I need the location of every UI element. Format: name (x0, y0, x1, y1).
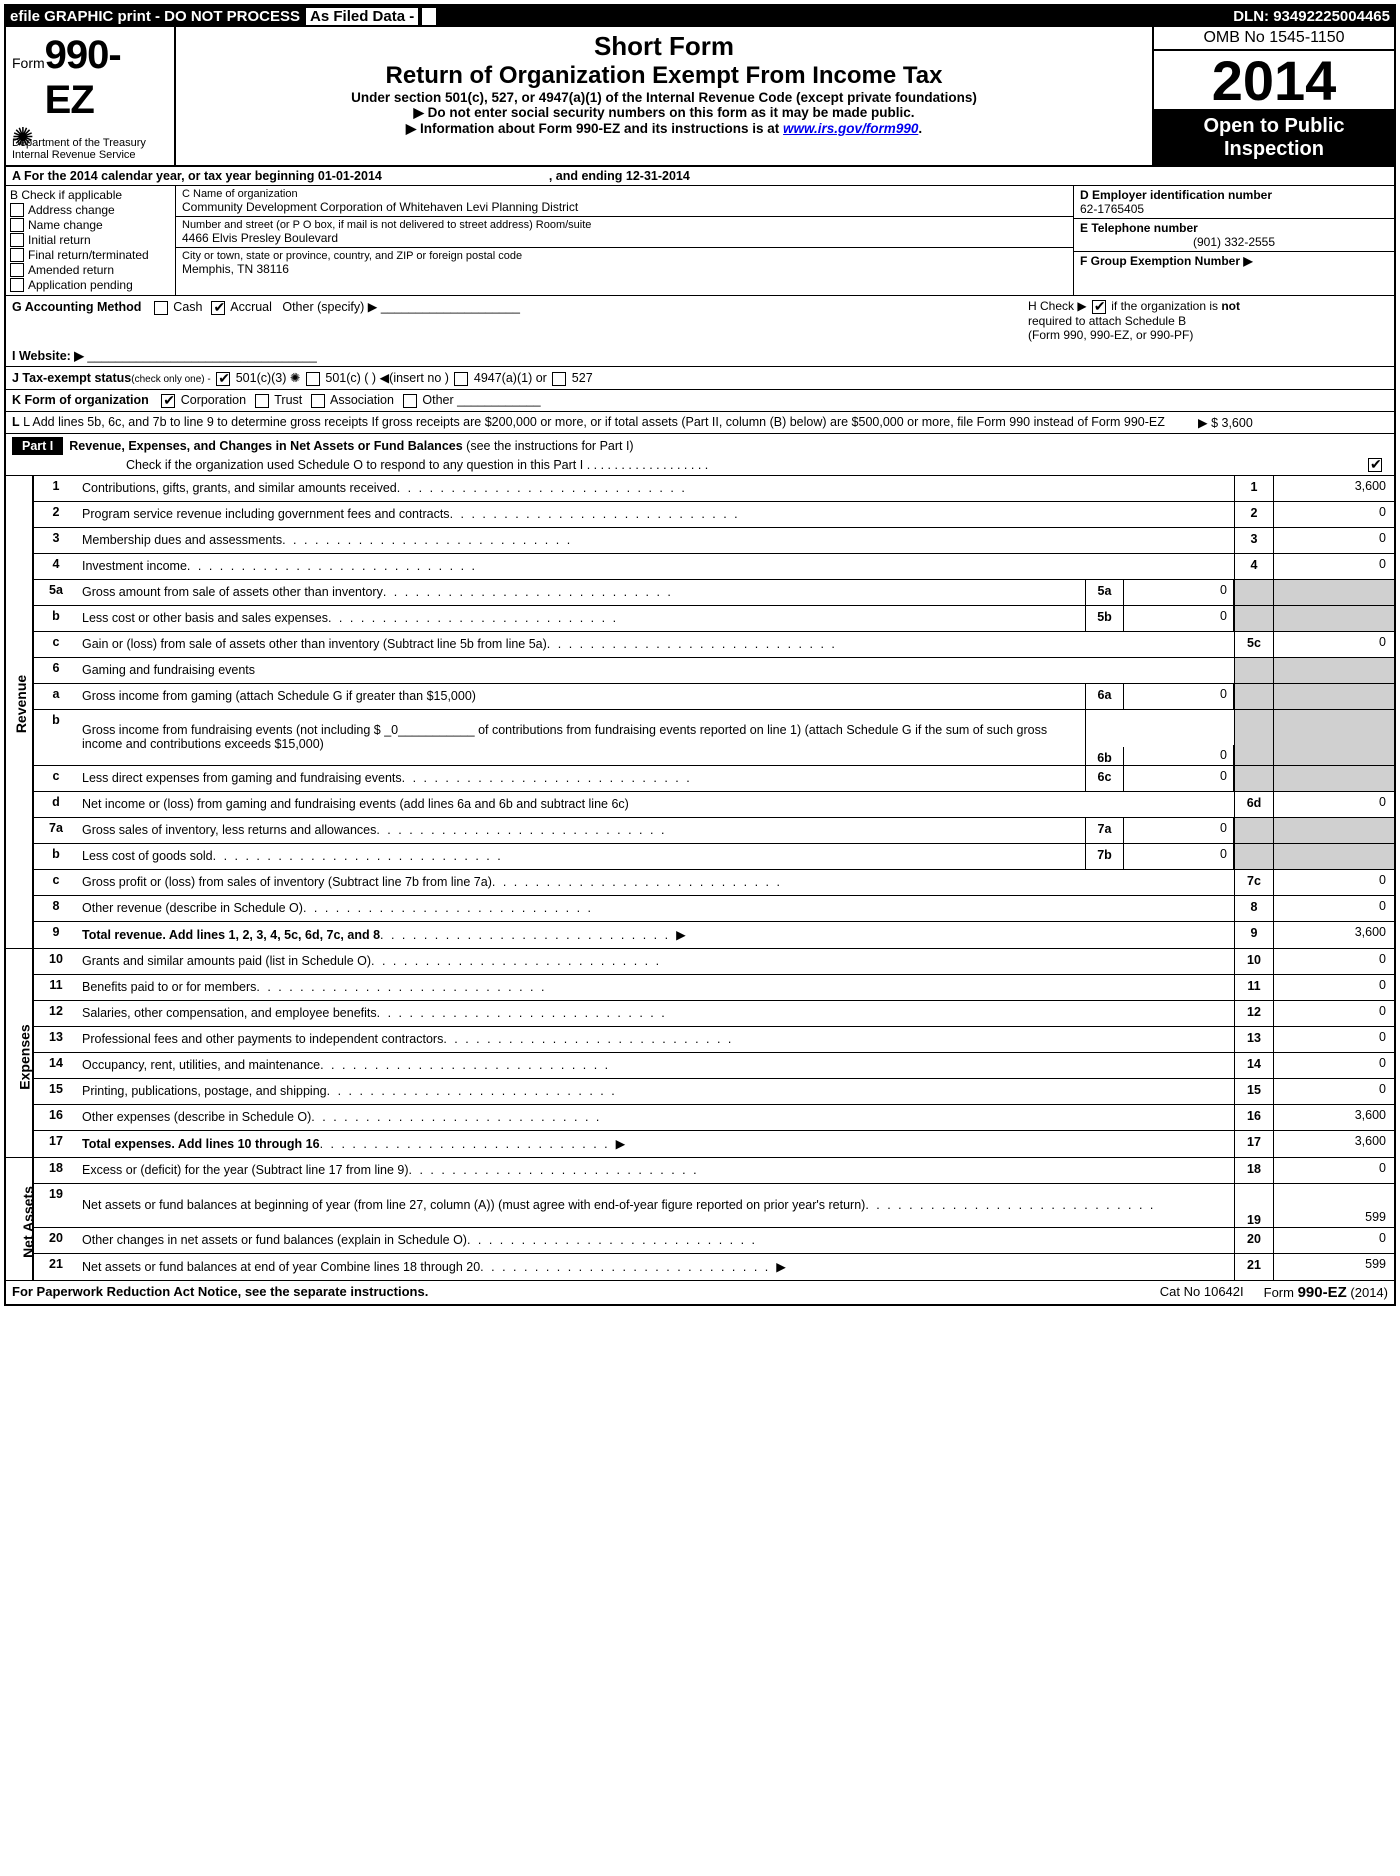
form-page: efile GRAPHIC print - DO NOT PROCESS As … (4, 4, 1396, 1306)
asfiled-box: As Filed Data - (306, 8, 418, 25)
chk-address-change[interactable] (10, 203, 24, 217)
c-city-label: City or town, state or province, country… (182, 250, 1067, 262)
chk-name-change[interactable] (10, 218, 24, 232)
form-rev: Form 990-EZ (2014) (1264, 1284, 1388, 1301)
col-c: C Name of organization Community Develop… (176, 186, 1074, 295)
part1-label: Part I (12, 437, 63, 455)
c-addr-label: Number and street (or P O box, if mail i… (182, 219, 1067, 231)
ssn-note: ▶ Do not enter social security numbers o… (186, 105, 1142, 121)
page-footer: For Paperwork Reduction Act Notice, see … (6, 1280, 1394, 1304)
chk-corp[interactable] (161, 394, 175, 408)
form-header: Form 990-EZ ✺ Department of the Treasury… (6, 27, 1394, 167)
expenses-vlabel: Expenses (17, 1024, 33, 1089)
revenue-table: Revenue 1Contributions, gifts, grants, a… (6, 475, 1394, 948)
info-note: ▶ Information about Form 990-EZ and its … (186, 121, 1142, 137)
expenses-table: Expenses 10Grants and similar amounts pa… (6, 948, 1394, 1157)
part1-check: Check if the organization used Schedule … (6, 458, 1394, 475)
l-amount: ▶ $ 3,600 (1188, 415, 1388, 430)
h-note: H Check ▶ if the organization is not req… (1028, 299, 1388, 342)
col-b: B Check if applicable Address change Nam… (6, 186, 176, 295)
row-l: L L Add lines 5b, 6c, and 7b to line 9 t… (6, 412, 1394, 434)
f-group-label: F Group Exemption Number ▶ (1080, 254, 1388, 268)
d-ein-label: D Employer identification number (1080, 188, 1388, 202)
mid-rows: H Check ▶ if the organization is not req… (6, 296, 1394, 434)
org-city: Memphis, TN 38116 (182, 262, 1067, 276)
form-prefix: Form (12, 55, 45, 71)
paperwork-notice: For Paperwork Reduction Act Notice, see … (12, 1284, 1140, 1301)
chk-501c[interactable] (306, 372, 320, 386)
open-inspection: Open to Public Inspection (1154, 111, 1394, 165)
chk-final-return[interactable] (10, 248, 24, 262)
part1-title: Revenue, Expenses, and Changes in Net As… (69, 439, 462, 453)
under-section: Under section 501(c), 527, or 4947(a)(1)… (186, 90, 1142, 105)
i-label: I Website: ▶ (12, 349, 84, 363)
section-bcd: B Check if applicable Address change Nam… (6, 186, 1394, 296)
row-a: A For the 2014 calendar year, or tax yea… (6, 167, 1394, 186)
short-form-title: Short Form (186, 31, 1142, 62)
tel-value: (901) 332-2555 (1080, 235, 1388, 249)
revenue-vlabel: Revenue (13, 674, 29, 732)
chk-accrual[interactable] (211, 301, 225, 315)
col-def: D Employer identification number 62-1765… (1074, 186, 1394, 295)
org-address: 4466 Elvis Presley Boulevard (182, 231, 1067, 245)
efile-label: efile GRAPHIC print - DO NOT PROCESS (10, 8, 300, 25)
dept-irs: Internal Revenue Service (12, 149, 146, 161)
row-k: K Form of organization Corporation Trust… (6, 390, 1394, 412)
netassets-table: Net Assets 18Excess or (deficit) for the… (6, 1157, 1394, 1280)
chk-h[interactable] (1092, 300, 1106, 314)
row-j: J Tax-exempt status(check only one) - 50… (6, 367, 1394, 390)
form-number: 990-EZ (45, 33, 168, 123)
chk-other-org[interactable] (403, 394, 417, 408)
chk-application-pending[interactable] (10, 278, 24, 292)
g-label: G Accounting Method (12, 300, 141, 314)
chk-501c3[interactable] (216, 372, 230, 386)
dln-label: DLN: 93492225004465 (1233, 8, 1390, 25)
chk-cash[interactable] (154, 301, 168, 315)
e-tel-label: E Telephone number (1080, 221, 1388, 235)
chk-schedule-o[interactable] (1368, 458, 1382, 472)
chk-4947[interactable] (454, 372, 468, 386)
chk-trust[interactable] (255, 394, 269, 408)
dept-treasury: Department of the Treasury (12, 137, 146, 149)
chk-527[interactable] (552, 372, 566, 386)
c-name-label: C Name of organization (182, 188, 1067, 200)
chk-amended-return[interactable] (10, 263, 24, 277)
b-title: B Check if applicable (10, 188, 171, 202)
ein-value: 62-1765405 (1080, 202, 1388, 216)
part1-header: Part I Revenue, Expenses, and Changes in… (6, 434, 1394, 458)
tax-year: 2014 (1154, 51, 1394, 111)
return-title: Return of Organization Exempt From Incom… (186, 62, 1142, 90)
top-bar: efile GRAPHIC print - DO NOT PROCESS As … (6, 6, 1394, 27)
org-name: Community Development Corporation of Whi… (182, 200, 1067, 214)
netassets-vlabel: Net Assets (20, 1186, 36, 1258)
irs-link[interactable]: www.irs.gov/form990 (783, 121, 918, 136)
cat-no: Cat No 10642I (1140, 1284, 1264, 1301)
chk-initial-return[interactable] (10, 233, 24, 247)
row-g-h: H Check ▶ if the organization is not req… (6, 296, 1394, 367)
omb-number: OMB No 1545-1150 (1154, 27, 1394, 51)
chk-assoc[interactable] (311, 394, 325, 408)
